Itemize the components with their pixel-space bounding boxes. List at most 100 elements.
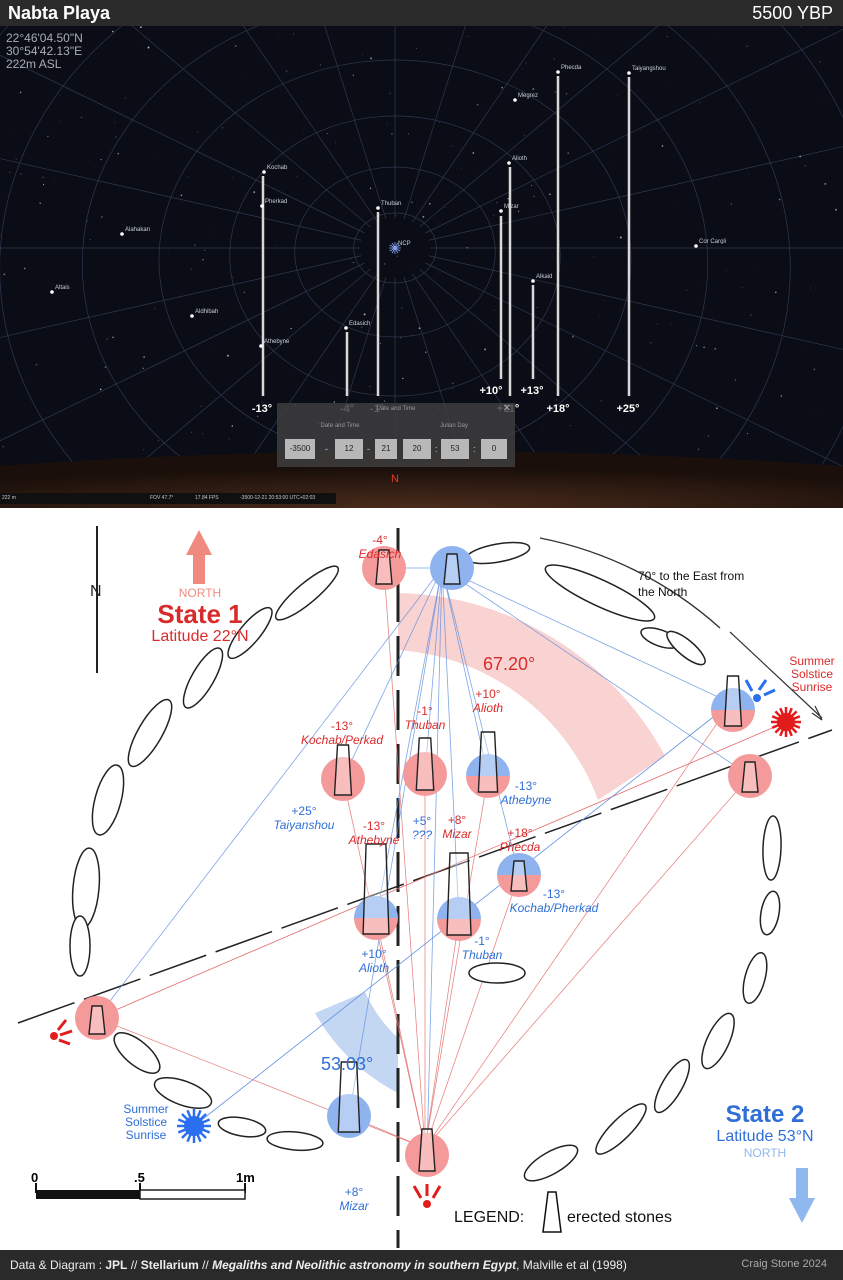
- star: [120, 232, 124, 236]
- background-star: [191, 431, 193, 433]
- star: [627, 71, 631, 75]
- grid-meridian: [425, 262, 843, 467]
- legend-stone-icon: [542, 1191, 562, 1233]
- background-star: [190, 268, 192, 270]
- sunrise-red-line2: Solstice: [791, 667, 833, 681]
- background-star: [68, 87, 70, 89]
- stone-outline: [362, 843, 390, 935]
- background-star: [42, 176, 44, 178]
- state1-latitude: Latitude 22°N: [151, 628, 249, 645]
- star-name: Alahakan: [125, 227, 150, 233]
- date-time-dialog[interactable]: Date and Time ✕ Date and Time Julian Day…: [277, 403, 515, 467]
- date-separator: -: [325, 444, 328, 454]
- background-star: [444, 207, 446, 208]
- state1-title: State 1: [157, 599, 243, 629]
- label-red-name: Athebyne: [348, 833, 400, 847]
- background-star: [730, 203, 732, 205]
- stone-circle-red: [75, 996, 119, 1040]
- sun-ray: [771, 715, 780, 721]
- label-red-name: Kochab/Perkad: [301, 733, 383, 747]
- background-star: [823, 448, 825, 450]
- background-star: [115, 136, 117, 138]
- tab-date-time[interactable]: Date and Time: [320, 423, 360, 429]
- background-star: [467, 35, 468, 37]
- background-star: [570, 425, 571, 426]
- erected-stone: [437, 852, 481, 941]
- label-blue-name: ???: [412, 828, 432, 842]
- close-icon[interactable]: ✕: [502, 403, 511, 414]
- sightline-blue: [441, 567, 732, 704]
- background-star: [231, 425, 234, 427]
- sun-blue-icon: [177, 1109, 211, 1143]
- sun-ray: [177, 1118, 187, 1124]
- stone-circle-blue: [430, 546, 474, 590]
- background-star: [476, 103, 479, 106]
- background-star: [428, 202, 431, 205]
- longitude: 30°54'42.13"E: [6, 44, 83, 58]
- background-star: [532, 88, 535, 90]
- minute-field[interactable]: 53: [441, 439, 469, 459]
- background-star: [228, 438, 230, 440]
- background-star: [106, 338, 109, 341]
- background-star: [203, 249, 206, 252]
- stone-circle-red: [405, 1133, 449, 1177]
- ncp-icon: [389, 244, 396, 249]
- source-authors: , Malville et al (1998): [516, 1258, 627, 1272]
- star: [507, 161, 511, 165]
- day-field[interactable]: 21: [375, 439, 397, 459]
- hour-field[interactable]: 20: [403, 439, 431, 459]
- sun-ray: [196, 1133, 202, 1143]
- year-field[interactable]: -3500: [285, 439, 315, 459]
- tab-julian-day[interactable]: Julian Day: [439, 423, 468, 429]
- east-note-line1: 70° to the East from: [638, 569, 744, 583]
- solstice-line-red: [96, 721, 787, 1019]
- background-star: [742, 286, 743, 288]
- sightline-red: [424, 702, 732, 1149]
- background-star: [416, 47, 417, 49]
- grid-meridian: [419, 26, 659, 228]
- month-field[interactable]: 12: [335, 439, 363, 459]
- outer-stone: [217, 1116, 267, 1138]
- background-star: [451, 382, 454, 385]
- sun-ray: [196, 1109, 202, 1119]
- grid-meridian: [428, 255, 843, 350]
- background-star: [567, 152, 570, 155]
- background-star: [256, 415, 259, 417]
- background-star: [452, 388, 453, 390]
- altitude: 222m ASL: [6, 57, 62, 71]
- stone-circle-red: [728, 754, 772, 798]
- label-blue-degree: -13°: [543, 887, 565, 901]
- ncp-icon: [394, 247, 399, 254]
- sky-view[interactable]: -13°-4°-1°+10°+11°+13°+18°+25° PhecdaTai…: [0, 26, 843, 508]
- label-red-name: Mizar: [442, 827, 472, 841]
- stone-outline: [415, 737, 435, 791]
- background-star: [89, 238, 91, 241]
- background-star: [213, 229, 214, 231]
- grid-meridian: [0, 54, 365, 234]
- background-star: [714, 348, 716, 350]
- legend-label: LEGEND:: [454, 1209, 524, 1226]
- star: [190, 314, 194, 318]
- star-name: Megrez: [518, 93, 538, 99]
- second-field[interactable]: 0: [481, 439, 507, 459]
- erected-stone: [466, 731, 510, 798]
- background-star: [202, 258, 204, 261]
- background-star: [147, 46, 150, 49]
- background-star: [47, 135, 49, 137]
- label-blue-name: Alioth: [358, 961, 389, 975]
- grid-meridian: [0, 158, 362, 241]
- star: [259, 344, 263, 348]
- stone-outline: [446, 852, 472, 936]
- background-star: [815, 409, 817, 411]
- background-star: [598, 315, 600, 317]
- background-star: [685, 289, 688, 291]
- stone-circle-blue-half: [466, 754, 510, 776]
- sunrise-red-line3: Sunrise: [792, 680, 833, 694]
- background-star: [572, 335, 574, 338]
- outer-stone: [69, 915, 91, 977]
- background-star: [603, 300, 605, 302]
- north-arrow-state1: [186, 530, 212, 584]
- background-star: [522, 68, 523, 70]
- outer-stone: [266, 1130, 324, 1152]
- stone-outline: [510, 860, 528, 892]
